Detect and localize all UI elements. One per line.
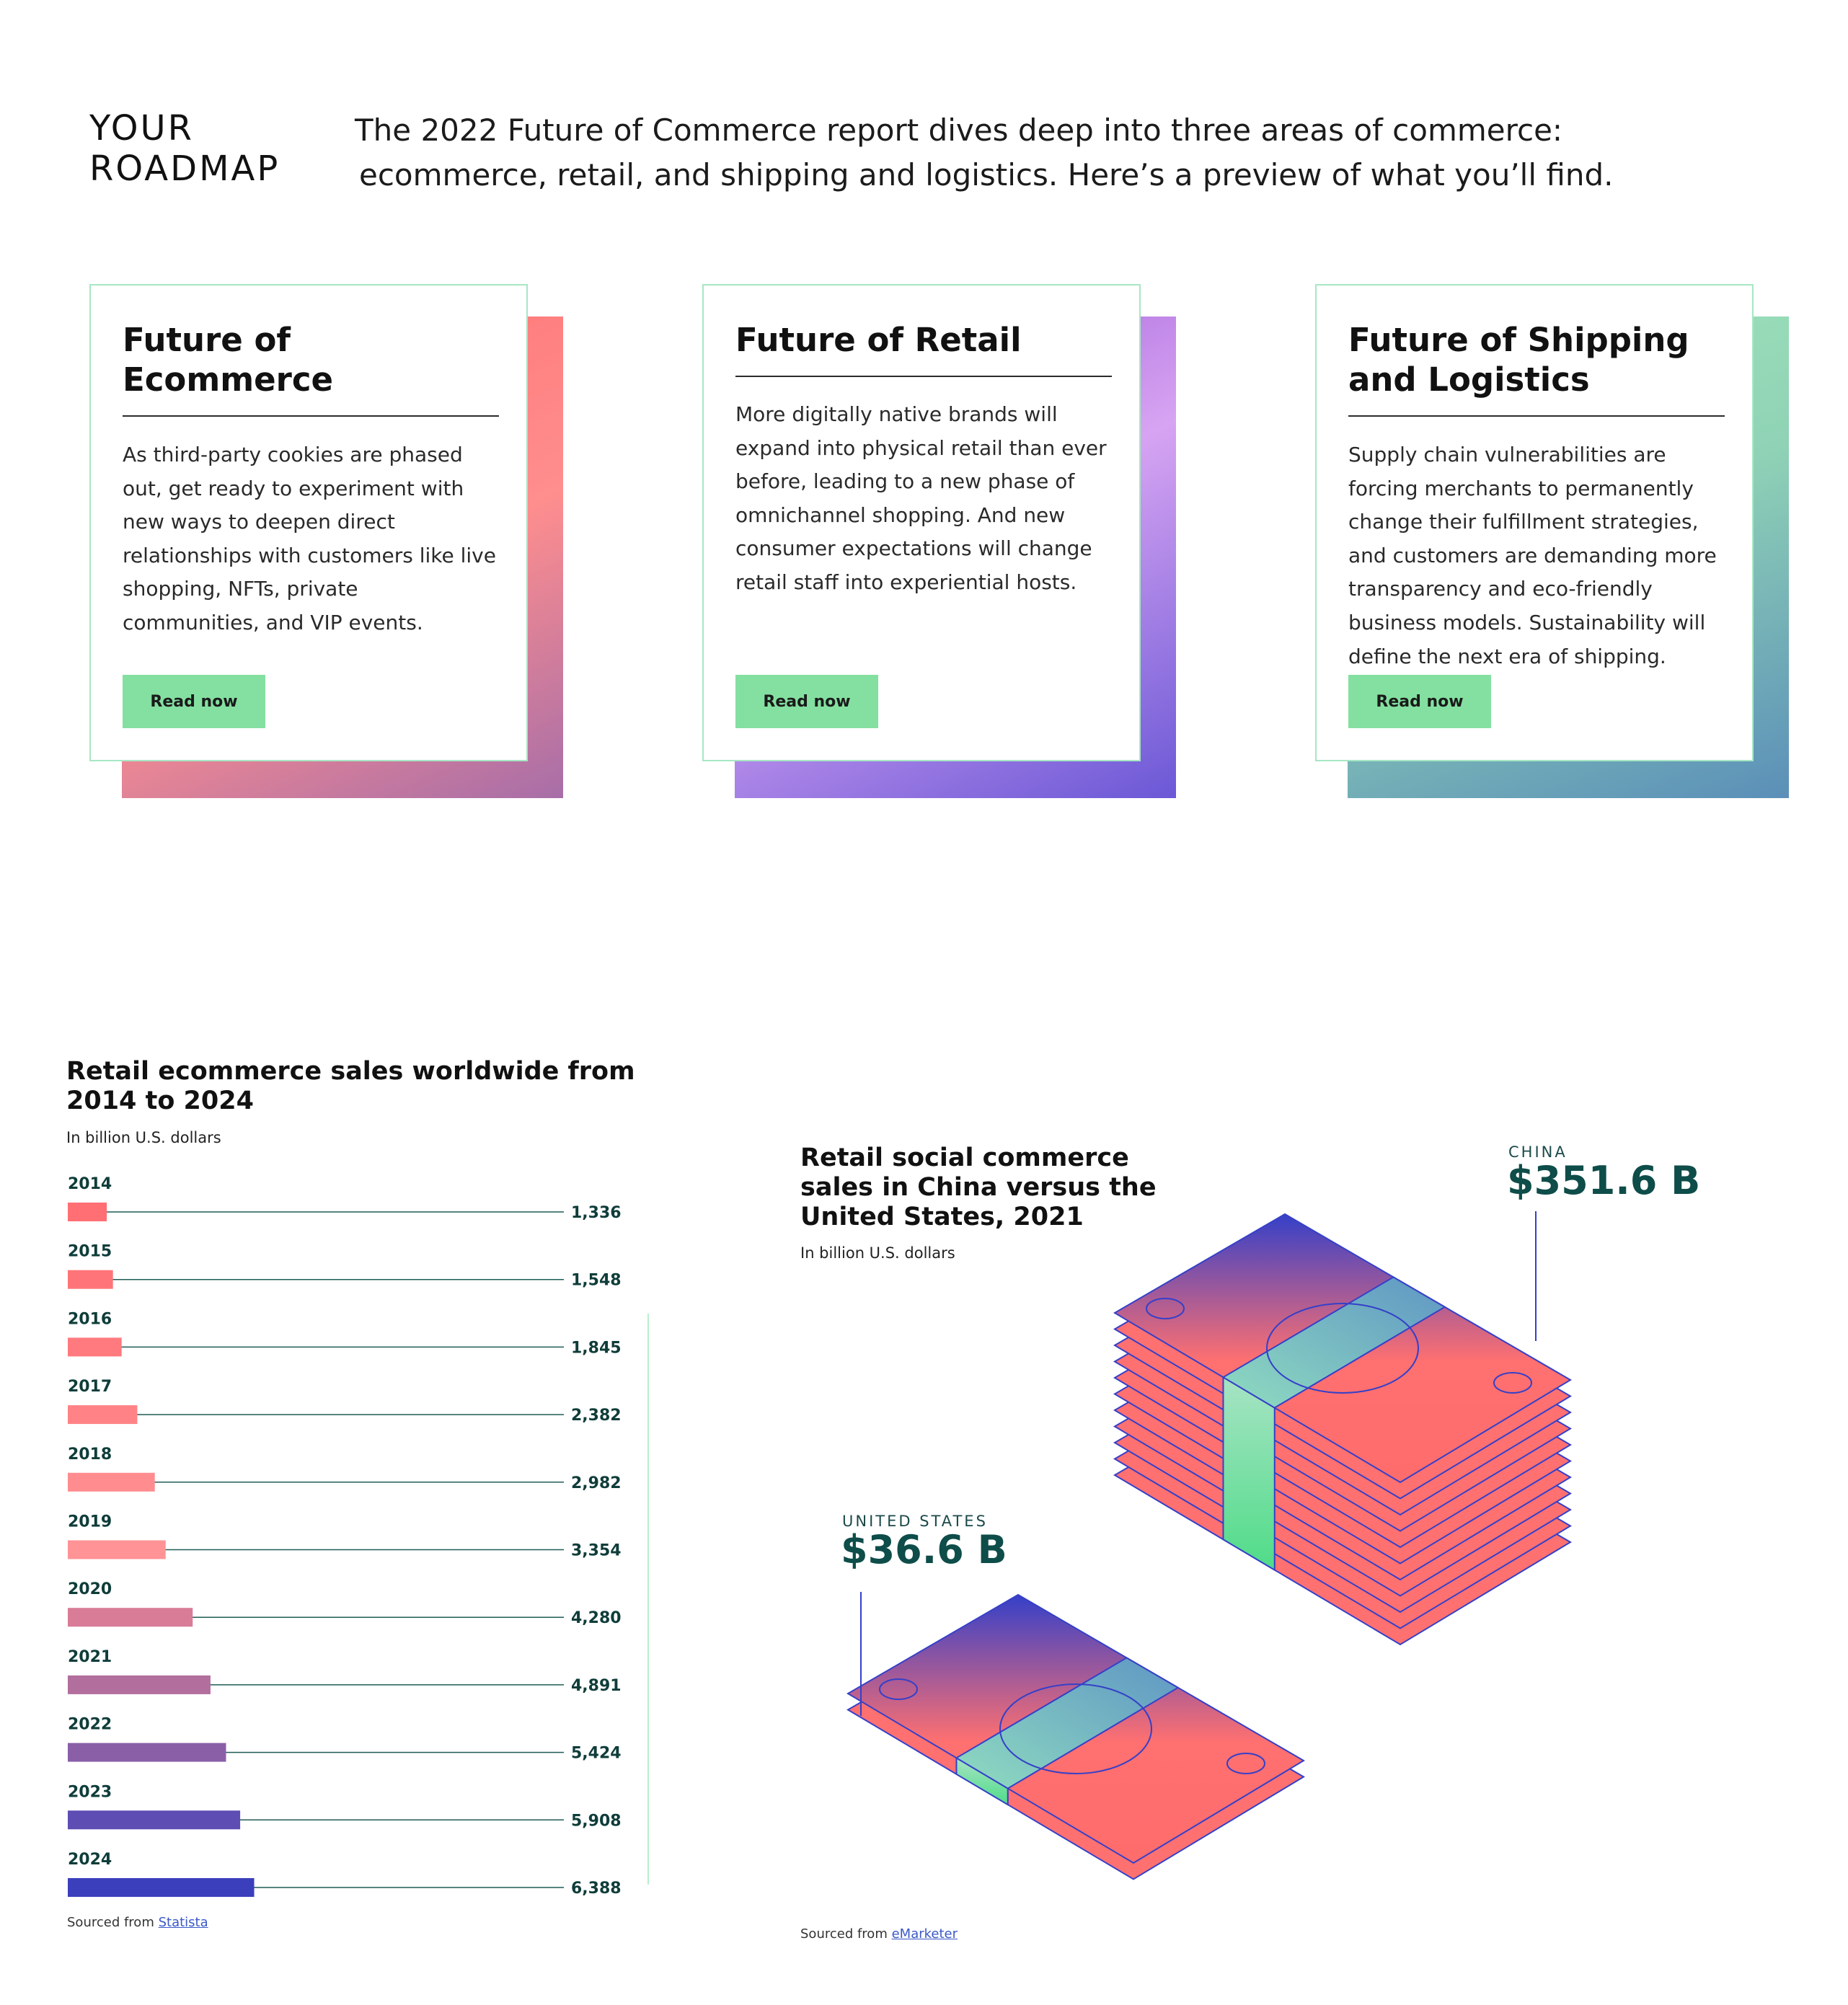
- china-band-side: [1222, 1376, 1276, 1572]
- bar-year-label: 2021: [68, 1648, 112, 1666]
- bar-chart-subtitle: In billion U.S. dollars: [66, 1129, 221, 1146]
- china-money-stack: [1113, 1213, 1572, 1646]
- card-body: More digitally native brands will expand…: [735, 402, 1107, 594]
- bar-year-label: 2017: [68, 1378, 112, 1396]
- social-commerce-title: Retail social commerce sales in China ve…: [800, 1143, 1157, 1231]
- card-divider: [1348, 415, 1725, 417]
- bar-year-label: 2024: [68, 1851, 112, 1869]
- us-label: UNITED STATES: [842, 1513, 988, 1530]
- bar-year-label: 2016: [68, 1310, 112, 1328]
- social-commerce-source: Sourced from eMarketer: [800, 1926, 958, 1942]
- bar-value-label: 4,280: [571, 1609, 622, 1627]
- card-panel: Future of Retail More digitally native b…: [702, 284, 1141, 761]
- us-bill-corner-circle: [879, 1678, 918, 1700]
- bar-value-label: 6,388: [571, 1880, 622, 1898]
- bar-2024: [68, 1878, 255, 1897]
- bar-value-label: 5,908: [571, 1812, 622, 1830]
- bar-value-label: 4,891: [571, 1677, 622, 1695]
- source-prefix: Sourced from: [800, 1926, 888, 1942]
- china-value: $351.6 B: [1507, 1158, 1701, 1203]
- source-prefix: Sourced from: [67, 1915, 154, 1930]
- us-money-stack: [846, 1593, 1305, 1880]
- bar-2020: [68, 1608, 193, 1627]
- bar-2023: [68, 1810, 241, 1830]
- card-title: Future of Ecommerce: [123, 321, 334, 399]
- china-bill-corner-circle: [1146, 1298, 1185, 1319]
- money-stack-illustration: [846, 1211, 1572, 1880]
- bar-year-label: 2023: [68, 1783, 112, 1801]
- card-panel: Future of Shipping and Logistics Supply …: [1315, 284, 1754, 761]
- bar-2021: [68, 1675, 211, 1694]
- bar-2017: [68, 1405, 138, 1425]
- read-now-button-ecommerce[interactable]: Read now: [123, 675, 265, 728]
- intro-line2: ecommerce, retail, and shipping and logi…: [359, 157, 1614, 192]
- card-divider: [735, 376, 1112, 377]
- bar-chart-title: Retail ecommerce sales worldwide from 20…: [66, 1057, 635, 1115]
- bar-value-label: 3,354: [571, 1542, 622, 1560]
- intro-line1: The 2022 Future of Commerce report dives…: [355, 112, 1563, 148]
- us-value: $36.6 B: [841, 1527, 1007, 1572]
- us-bill-corner-circle: [1226, 1753, 1265, 1774]
- card-panel: Future of Ecommerce As third-party cooki…: [89, 284, 528, 761]
- bar-chart-source: Sourced from Statista: [67, 1915, 208, 1930]
- card-title: Future of Retail: [735, 321, 1022, 359]
- emarketer-source-link[interactable]: eMarketer: [891, 1926, 958, 1942]
- bar-value-label: 1,845: [571, 1339, 622, 1357]
- card-future-of-shipping: Future of Shipping and Logistics Supply …: [1315, 284, 1791, 803]
- bar-value-label: 2,982: [571, 1474, 622, 1492]
- social-commerce-subtitle: In billion U.S. dollars: [800, 1244, 955, 1262]
- bar-2015: [68, 1270, 113, 1289]
- china-band-top: [1221, 1276, 1446, 1409]
- roadmap-heading-line1: YOUR: [89, 108, 194, 149]
- bar-year-label: 2018: [68, 1446, 112, 1464]
- bar-value-label: 1,548: [571, 1272, 622, 1290]
- read-now-button-shipping[interactable]: Read now: [1348, 675, 1491, 728]
- card-body: As third-party cookies are phased out, g…: [123, 443, 496, 634]
- roadmap-heading-line2: ROADMAP: [89, 149, 280, 189]
- china-bill-corner-circle: [1493, 1372, 1532, 1394]
- bar-value-label: 5,424: [571, 1745, 622, 1763]
- bar-year-label: 2020: [68, 1580, 112, 1598]
- bar-year-label: 2015: [68, 1243, 112, 1261]
- china-label: CHINA: [1508, 1143, 1568, 1161]
- roadmap-heading: YOUR ROADMAP: [89, 108, 280, 189]
- card-body: Supply chain vulnerabilities are forcing…: [1348, 443, 1717, 668]
- bar-2014: [68, 1203, 107, 1221]
- card-divider: [123, 415, 499, 417]
- china-bill-emblem: [1266, 1303, 1419, 1394]
- bar-2022: [68, 1743, 226, 1762]
- roadmap-intro: The 2022 Future of Commerce report dives…: [355, 108, 1689, 198]
- bar-value-label: 1,336: [571, 1204, 622, 1222]
- bar-year-label: 2022: [68, 1716, 112, 1734]
- bar-value-label: 2,382: [571, 1407, 622, 1425]
- bar-year-label: 2019: [68, 1513, 112, 1531]
- bar-2016: [68, 1337, 122, 1357]
- statista-source-link[interactable]: Statista: [158, 1915, 208, 1930]
- bar-2018: [68, 1472, 155, 1492]
- bar-2019: [68, 1540, 166, 1559]
- ecommerce-sales-bar-chart: 2014 1,336 2015 1,548 2016 1,845 2017 2,382 2018…: [68, 1175, 622, 1898]
- card-future-of-ecommerce: Future of Ecommerce As third-party cooki…: [89, 284, 565, 803]
- us-bill-emblem: [999, 1683, 1152, 1774]
- read-now-button-retail[interactable]: Read now: [735, 675, 878, 728]
- card-future-of-retail: Future of Retail More digitally native b…: [702, 284, 1178, 803]
- bar-chart-accent-line: [647, 1314, 649, 1885]
- bar-year-label: 2014: [68, 1175, 112, 1193]
- us-band-top: [955, 1657, 1180, 1789]
- card-title: Future of Shipping and Logistics: [1348, 321, 1689, 399]
